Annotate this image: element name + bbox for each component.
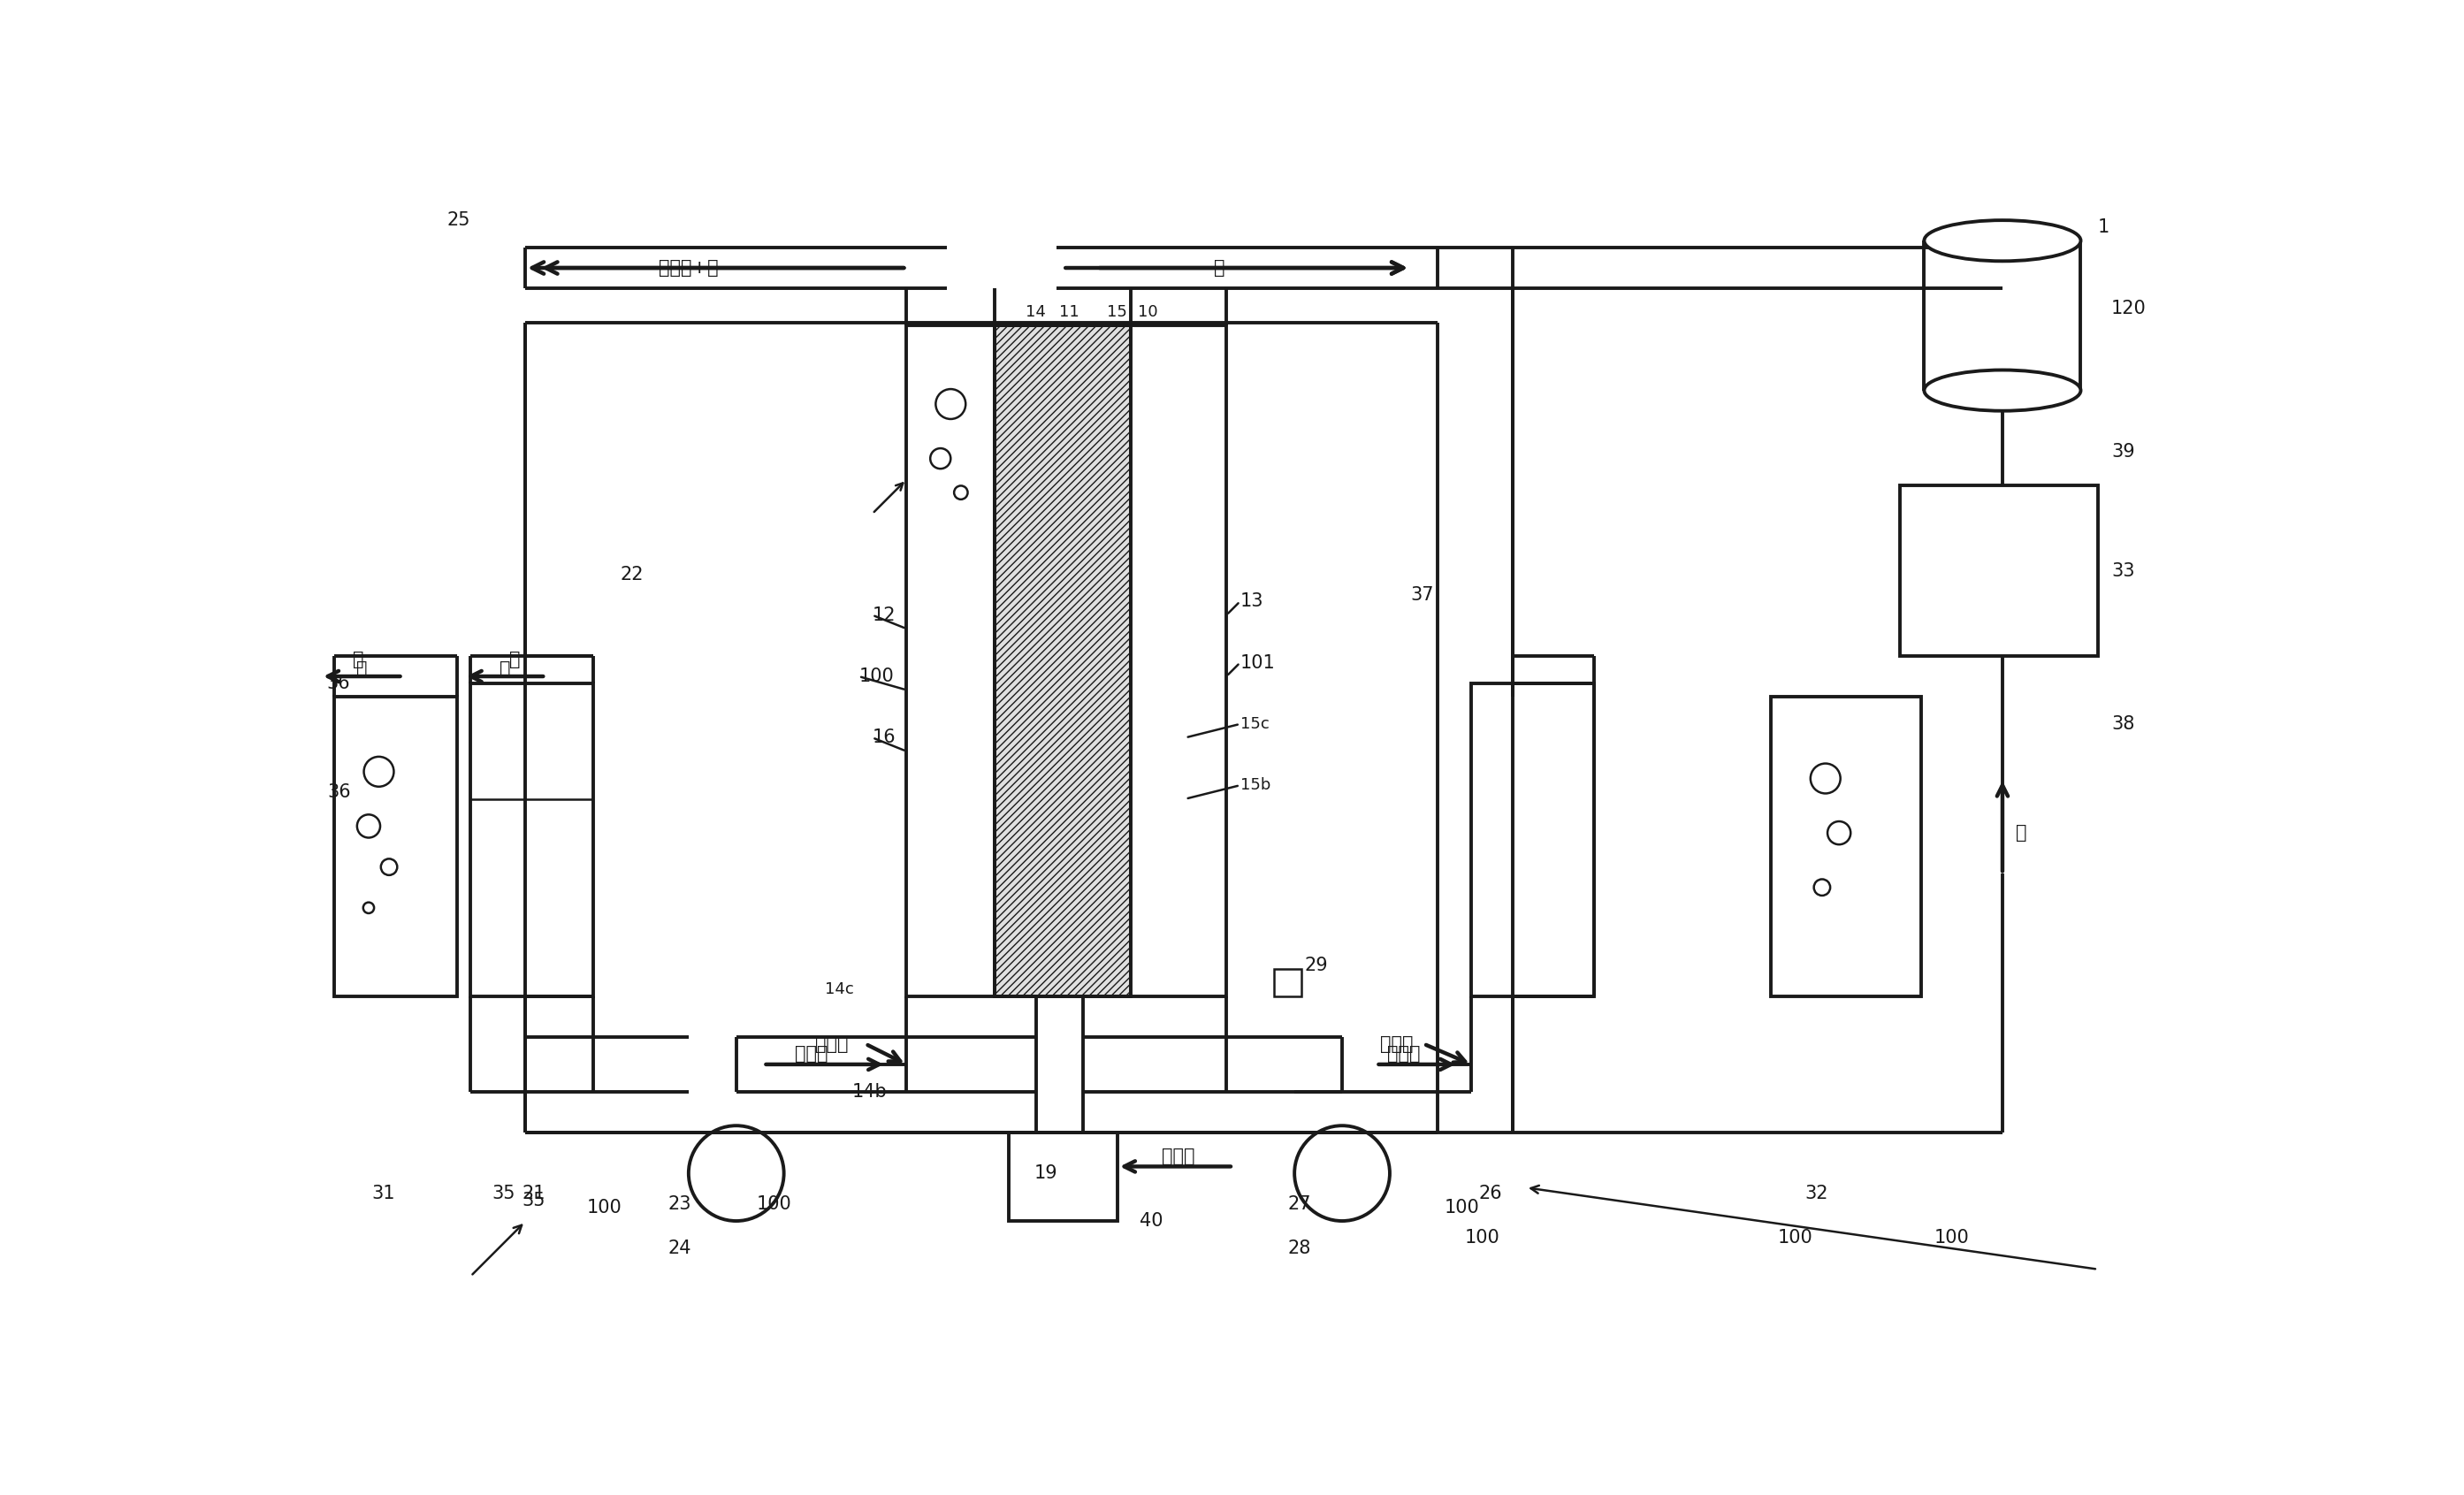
Text: 36: 36: [325, 674, 350, 692]
Text: 37: 37: [1409, 586, 1434, 604]
Text: 27: 27: [1289, 1195, 1311, 1212]
Text: 氧: 氧: [500, 661, 510, 679]
Text: 120: 120: [2112, 300, 2146, 317]
Text: 101: 101: [1239, 653, 1276, 671]
Text: 29: 29: [1303, 957, 1328, 975]
Bar: [471, 683, 594, 996]
Text: 36: 36: [328, 783, 352, 801]
Text: 电解液: 电解液: [816, 1035, 848, 1052]
Text: 电解液: 电解液: [1387, 1045, 1419, 1063]
Text: 氢: 氢: [2016, 824, 2028, 842]
Text: 22: 22: [621, 565, 643, 583]
Text: 11: 11: [1060, 303, 1079, 320]
Text: 40: 40: [1141, 1212, 1163, 1230]
Text: 15c: 15c: [1239, 716, 1269, 733]
Bar: [907, 326, 995, 996]
Text: 28: 28: [1289, 1239, 1311, 1257]
Text: 电解液: 电解液: [1163, 1148, 1195, 1165]
Text: 16: 16: [872, 728, 897, 746]
Text: 26: 26: [1478, 1186, 1501, 1202]
Text: 35: 35: [490, 1186, 515, 1202]
Text: 电解液: 电解液: [1380, 1035, 1414, 1052]
Text: 32: 32: [1806, 1186, 1828, 1202]
Circle shape: [382, 858, 397, 875]
Text: 100: 100: [860, 667, 894, 685]
Bar: [1274, 969, 1301, 996]
Text: 14c: 14c: [825, 982, 853, 997]
Text: 31: 31: [372, 1186, 394, 1202]
Bar: [335, 697, 458, 996]
Circle shape: [687, 1126, 784, 1221]
Text: 氧: 氧: [352, 650, 365, 668]
Text: 33: 33: [2112, 562, 2134, 580]
Bar: [1772, 697, 1922, 996]
Text: 电解液: 电解液: [793, 1045, 828, 1063]
Circle shape: [1294, 1126, 1390, 1221]
Text: 100: 100: [586, 1199, 621, 1215]
Ellipse shape: [1924, 369, 2080, 411]
Text: 24: 24: [668, 1239, 692, 1257]
Text: 35: 35: [522, 1192, 545, 1209]
Text: 100: 100: [1464, 1229, 1501, 1247]
Circle shape: [954, 486, 968, 499]
Text: 12: 12: [872, 607, 897, 623]
Text: 氢: 氢: [1215, 259, 1225, 277]
Text: 100: 100: [1934, 1229, 1969, 1247]
Text: 10: 10: [1138, 303, 1158, 320]
Text: 23: 23: [668, 1195, 692, 1212]
Bar: [995, 326, 1131, 996]
Text: 38: 38: [2112, 715, 2134, 733]
Text: 氧: 氧: [357, 661, 367, 679]
Text: 14b: 14b: [853, 1082, 887, 1100]
Circle shape: [936, 389, 966, 419]
Text: 100: 100: [1779, 1229, 1814, 1247]
Text: 15: 15: [1106, 303, 1129, 320]
Text: 14: 14: [1025, 303, 1045, 320]
Circle shape: [362, 903, 375, 913]
Text: 21: 21: [522, 1186, 545, 1202]
Text: 1: 1: [2097, 218, 2109, 236]
Text: 100: 100: [1444, 1199, 1478, 1215]
Bar: [1008, 1132, 1119, 1221]
Text: 19: 19: [1035, 1165, 1057, 1183]
Circle shape: [931, 448, 951, 469]
Text: 15b: 15b: [1239, 777, 1271, 794]
Text: 电解液+氧: 电解液+氧: [658, 259, 719, 277]
Text: 100: 100: [756, 1195, 791, 1212]
Text: 氧: 氧: [510, 650, 520, 668]
Bar: [1131, 326, 1227, 996]
Circle shape: [1814, 879, 1831, 896]
Bar: [1900, 486, 2097, 656]
Circle shape: [357, 815, 379, 837]
Text: 13: 13: [1239, 592, 1264, 610]
Circle shape: [1811, 764, 1841, 794]
Circle shape: [365, 756, 394, 786]
Bar: [995, 326, 1131, 996]
Text: 39: 39: [2112, 443, 2134, 460]
Ellipse shape: [1924, 220, 2080, 262]
Bar: [1471, 683, 1594, 996]
Circle shape: [1828, 821, 1850, 845]
Text: 25: 25: [446, 211, 471, 229]
